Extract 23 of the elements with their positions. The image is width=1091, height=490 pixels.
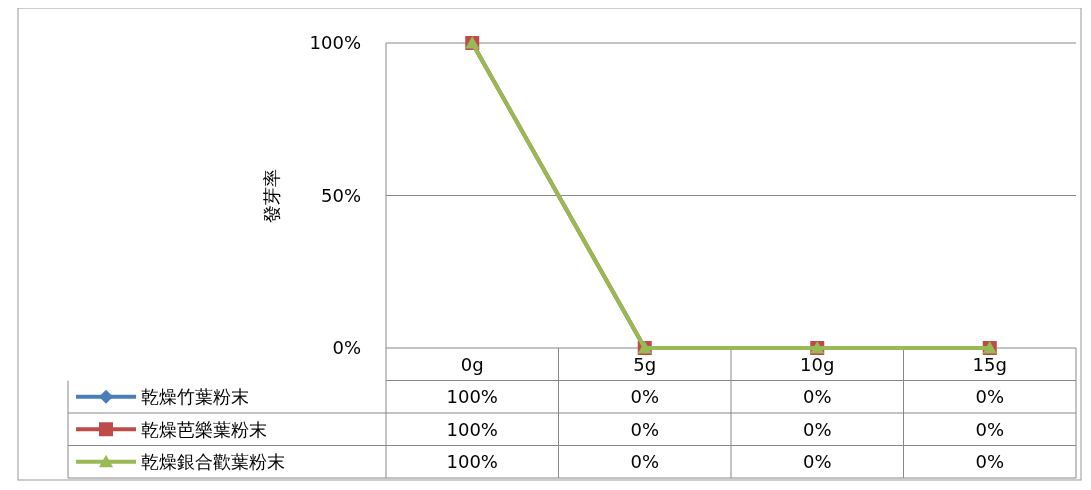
legend-label: 乾燥芭樂葉粉末 xyxy=(141,418,267,440)
y-tick-label: 50% xyxy=(320,184,361,206)
data-label: 0% xyxy=(630,418,660,440)
data-label: 0% xyxy=(802,418,832,440)
x-tick-label: 15g xyxy=(972,353,1007,375)
data-label: 0% xyxy=(975,418,1005,440)
y-tick-label: 0% xyxy=(332,337,361,359)
y-axis-title: 發芽率 xyxy=(261,168,282,223)
x-tick-label: 10g xyxy=(800,353,835,375)
data-label: 0% xyxy=(802,451,832,473)
data-label: 100% xyxy=(446,451,498,473)
text: 0% xyxy=(630,386,660,408)
data-label: 0% xyxy=(975,451,1005,473)
x-tick-label: 0g xyxy=(460,353,484,375)
text: 0% xyxy=(975,386,1005,408)
x-tick-label: 5g xyxy=(633,353,657,375)
text: 100% xyxy=(446,386,498,408)
data-label: 0% xyxy=(630,451,660,473)
data-label: 100% xyxy=(446,418,498,440)
legend-label: 乾燥竹葉粉末 xyxy=(141,386,249,408)
legend-label: 乾燥銀合歡葉粉末 xyxy=(141,451,285,473)
y-tick-label: 100% xyxy=(309,32,361,54)
text: 0% xyxy=(802,386,832,408)
